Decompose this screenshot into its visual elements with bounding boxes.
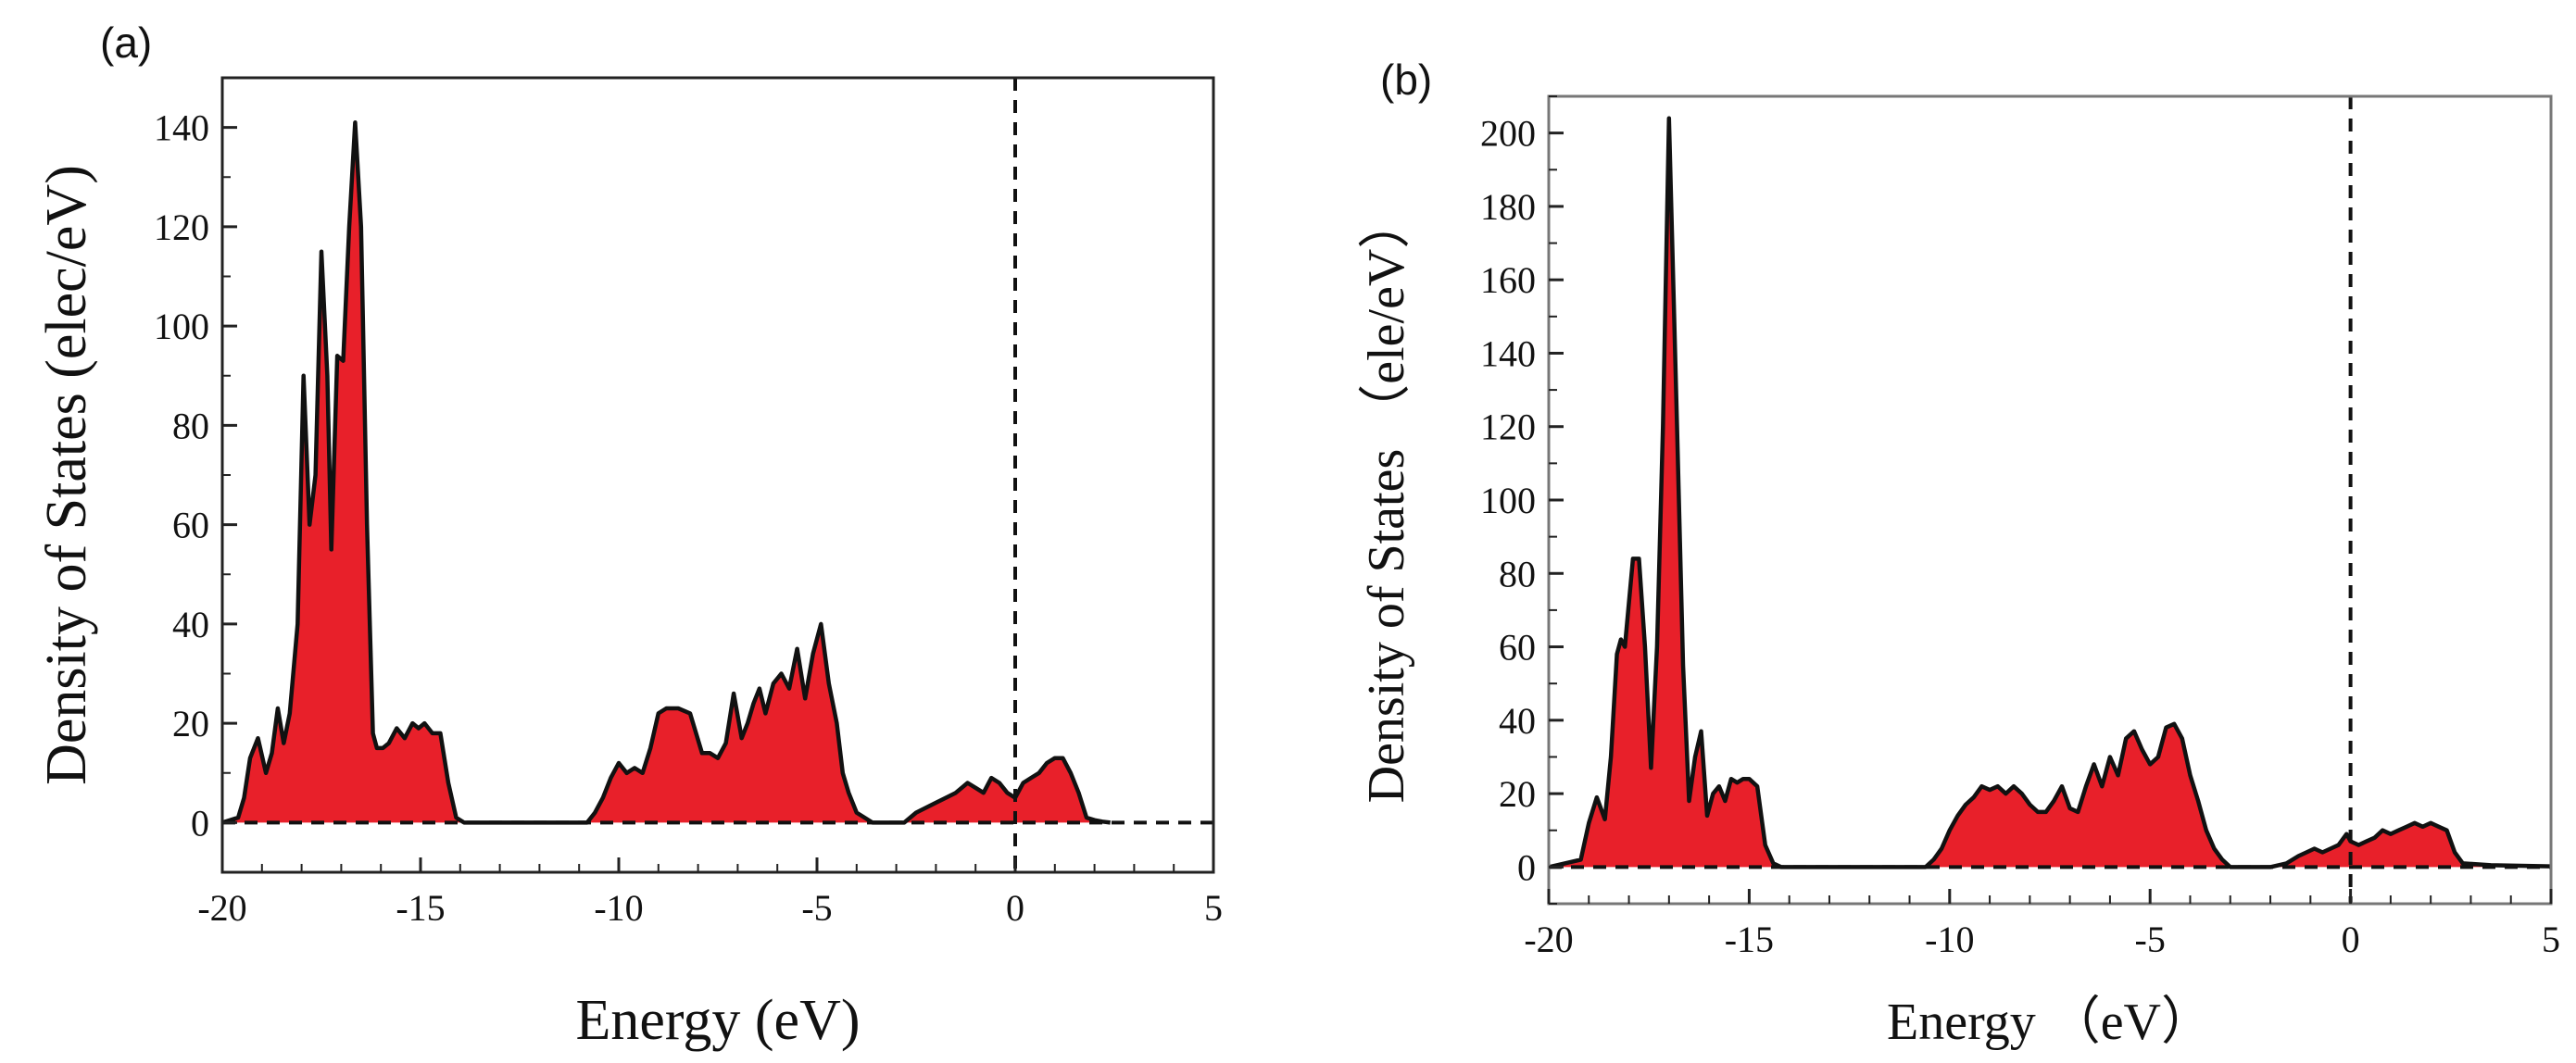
y-axis-title-a: Density of States (elec/eV)	[35, 165, 98, 785]
x-tick-label-b: -5	[2135, 919, 2166, 960]
y-tick-label-b: 140	[1480, 332, 1536, 374]
y-tick-label-b: 60	[1499, 627, 1536, 669]
y-tick-label-b: 40	[1499, 700, 1536, 742]
y-tick-label-b: 120	[1480, 406, 1536, 448]
y-tick-label-a: 40	[172, 604, 209, 645]
axis-ticks-b: -20 -15 -10 -5 0 5 0 20 40 60 80 100 120 140 160 180 200	[1480, 95, 2560, 960]
x-tick-label-b: -10	[1925, 919, 1974, 960]
panel-b: (b) -20 -15 -10 -5 0 5 0 20 40 60 80 100 120 140 160 18…	[1358, 56, 2560, 1051]
y-tick-label-b: 20	[1499, 773, 1536, 815]
x-axis-title-b: Energy （eV）	[1887, 994, 2213, 1051]
x-tick-label-a: 0	[1006, 887, 1024, 929]
x-tick-label-b: 5	[2542, 919, 2560, 960]
panel-label-b: (b)	[1380, 56, 1432, 104]
x-tick-label-b: -20	[1524, 919, 1573, 960]
y-tick-label-b: 180	[1480, 186, 1536, 228]
x-tick-label-a: -5	[801, 887, 832, 929]
x-tick-label-a: 5	[1204, 887, 1223, 929]
y-tick-label-a: 140	[154, 107, 209, 149]
x-axis-title-a: Energy (eV)	[575, 989, 860, 1052]
y-axis-title-b: Density of States （ele/eV）	[1358, 197, 1415, 804]
y-tick-label-b: 100	[1480, 480, 1536, 521]
y-tick-label-a: 20	[172, 703, 209, 744]
plot-area-a	[222, 78, 1213, 872]
dos-line-a	[221, 120, 1111, 825]
y-tick-label-a: 60	[172, 505, 209, 546]
dos-line-b	[1548, 116, 2552, 869]
y-tick-label-b: 200	[1480, 113, 1536, 155]
panel-label-a: (a)	[100, 19, 152, 67]
axis-ticks-a: -20 -15 -10 -5 0 5 0 20 40 60 80 100 120 140	[154, 77, 1223, 929]
panel-a: (a) -20 -15 -10 -5 0 5 0 20 40 60 80 100 120 140 Ener…	[35, 19, 1223, 1052]
y-tick-label-b: 80	[1499, 553, 1536, 594]
x-tick-label-b: 0	[2342, 919, 2360, 960]
y-tick-label-a: 80	[172, 405, 209, 446]
y-tick-label-a: 100	[154, 306, 209, 347]
y-tick-label-a: 120	[154, 206, 209, 248]
y-tick-label-b: 0	[1517, 846, 1536, 888]
x-tick-label-a: -15	[396, 887, 445, 929]
plot-area-b	[1549, 96, 2551, 904]
x-tick-label-b: -15	[1725, 919, 1774, 960]
x-tick-label-a: -20	[197, 887, 246, 929]
y-tick-label-b: 160	[1480, 259, 1536, 301]
x-tick-label-a: -10	[594, 887, 643, 929]
dos-area-a	[222, 122, 1111, 823]
y-tick-label-a: 0	[191, 802, 209, 844]
dos-area-b	[1549, 118, 2551, 868]
